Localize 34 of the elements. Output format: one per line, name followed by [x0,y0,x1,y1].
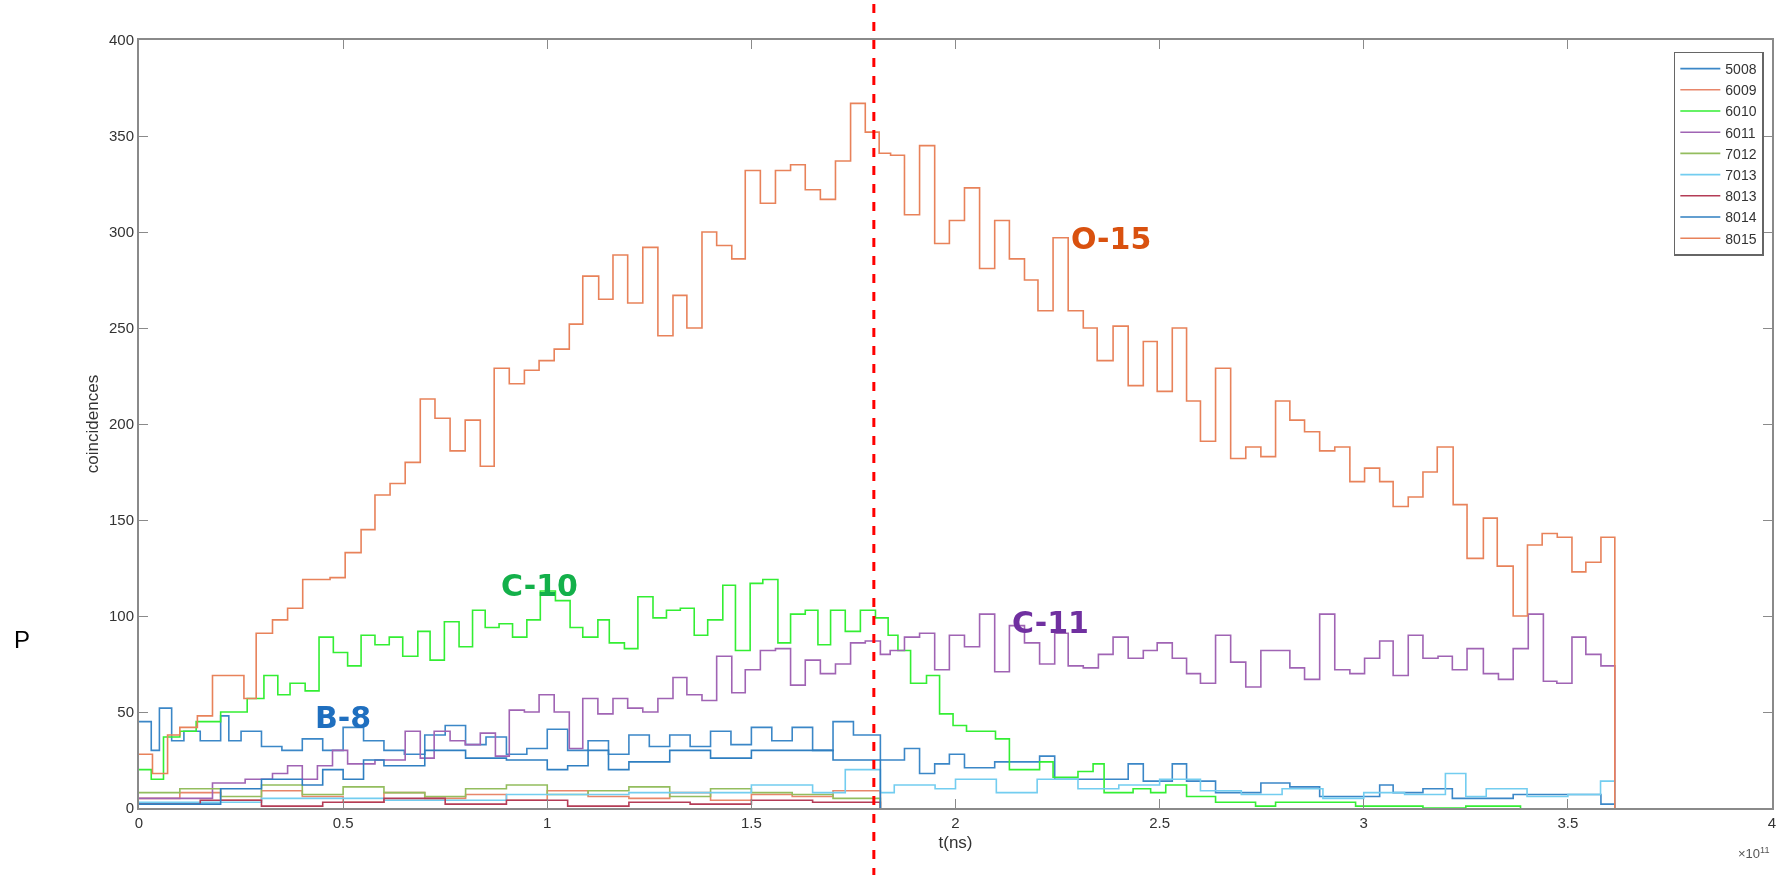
y-tick-label: 350 [108,127,134,145]
legend-label: 8013 [1725,188,1757,205]
legend-label: 6010 [1725,103,1757,120]
legend-label: 7012 [1725,145,1757,162]
x-tick-label: 2 [951,814,960,831]
annotation: C-11 [1012,605,1089,640]
y-tick-label: 100 [108,607,134,625]
legend-label: 7013 [1725,167,1757,184]
legend-label: 6009 [1725,82,1757,99]
legend-label: 8015 [1725,230,1757,247]
x-tick-label: 3.5 [1557,814,1579,831]
legend-label: 8014 [1725,209,1757,226]
y-tick-label: 200 [108,415,134,433]
text: P [14,626,31,653]
y-tick-label: 0 [125,799,134,817]
y-tick-label: 300 [108,223,134,241]
x-tick-label: 4 [1767,814,1777,831]
x-tick-label: 2.5 [1149,814,1171,831]
y-axis-title: coincidences [83,374,103,474]
y-tick-label: 250 [108,319,134,337]
annotation: C-10 [501,568,578,603]
y-tick-label: 400 [108,31,134,49]
x-tick-label: 1.5 [740,814,762,831]
y-tick-label: 150 [108,511,134,529]
text: ×10$^{11}$ [1738,845,1770,862]
legend-label: 5008 [1725,61,1757,78]
x-tick-label: 3 [1359,814,1368,831]
legend-label: 6011 [1725,124,1756,141]
x-tick-label: 0.5 [332,814,354,831]
annotation: B-8 [315,700,372,735]
annotation: O-15 [1071,221,1152,256]
x-tick-label: 1 [543,814,552,831]
y-tick-label: 50 [117,703,134,721]
x-axis-title: t(ns) [938,832,973,852]
